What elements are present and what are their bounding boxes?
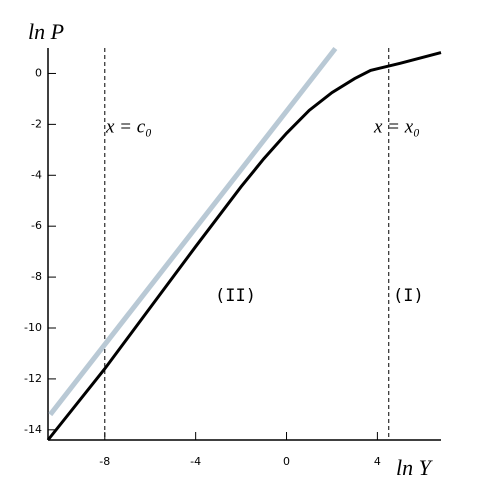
- y-tick-label: -12: [24, 372, 42, 385]
- y-tick-label: -6: [31, 219, 42, 232]
- y-tick-label: 0: [35, 66, 42, 79]
- x-tick-label: -8: [99, 455, 110, 468]
- annotation: x = c₀: [105, 116, 152, 137]
- x-tick-label: 4: [374, 455, 381, 468]
- x-tick-label: -4: [190, 455, 201, 468]
- data-line: [46, 51, 442, 441]
- annotation: x = x₀: [373, 116, 420, 137]
- data-line: [48, 46, 338, 417]
- x-axis-label: ln Y: [396, 455, 434, 480]
- x-tick-label: 0: [283, 455, 290, 468]
- y-axis-label: ln P: [28, 19, 64, 44]
- y-tick-label: -8: [31, 270, 42, 283]
- y-tick-label: -10: [24, 321, 42, 334]
- annotation: (I): [393, 286, 424, 306]
- y-tick-label: -2: [31, 117, 42, 130]
- annotation: (II): [215, 286, 256, 306]
- y-tick-label: -4: [31, 168, 42, 181]
- y-tick-label: -14: [24, 423, 42, 436]
